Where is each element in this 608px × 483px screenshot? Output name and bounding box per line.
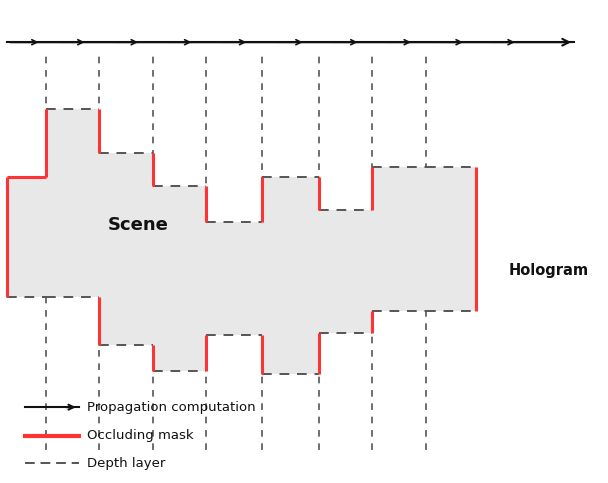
Text: Scene: Scene [108, 216, 169, 234]
Polygon shape [7, 110, 476, 373]
Text: Hologram: Hologram [509, 263, 589, 278]
Text: Occluding mask: Occluding mask [88, 429, 194, 442]
Text: Depth layer: Depth layer [88, 457, 166, 470]
Text: Propagation computation: Propagation computation [88, 401, 256, 413]
